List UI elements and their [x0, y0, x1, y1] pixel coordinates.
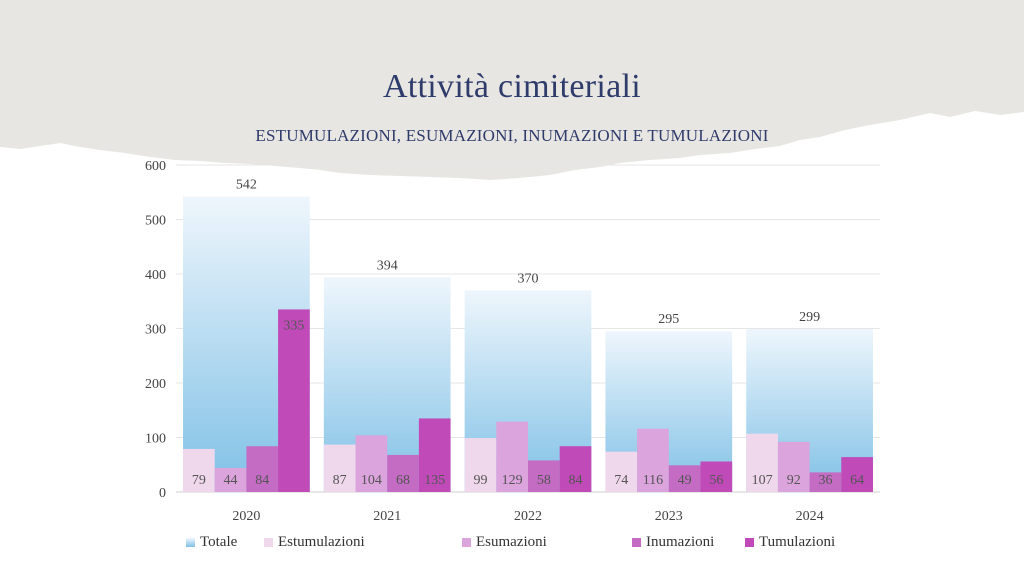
legend-label: Esumazioni: [476, 534, 547, 550]
chart-title: Attività cimiteriali: [382, 68, 642, 105]
data-label-inumazioni: 36: [818, 473, 832, 488]
bar-tumulazioni: [418, 418, 451, 492]
data-label-esumazioni: 44: [224, 473, 238, 488]
bar-tumulazioni: [559, 446, 592, 492]
bar-esumazioni: [496, 421, 528, 492]
y-tick-label: 200: [145, 377, 166, 392]
x-tick-label: 2021: [373, 509, 401, 524]
y-tick-label: 600: [145, 159, 166, 174]
data-label-totale: 394: [377, 258, 398, 273]
data-label-tumulazioni: 56: [709, 473, 723, 488]
legend-swatch: [745, 538, 754, 547]
data-label-tumulazioni: 335: [283, 318, 304, 333]
x-tick-label: 2020: [232, 509, 260, 524]
y-tick-label: 300: [145, 323, 166, 338]
data-label-inumazioni: 84: [255, 473, 269, 488]
data-label-estumulazioni: 79: [192, 473, 206, 488]
legend-item-inumazioni: Inumazioni: [632, 534, 714, 551]
legend-item-esumazioni: Esumazioni: [462, 534, 547, 551]
bar-tumulazioni: [841, 457, 873, 492]
data-label-inumazioni: 68: [396, 473, 410, 488]
x-tick-label: 2024: [796, 509, 824, 524]
data-label-tumulazioni: 84: [569, 473, 583, 488]
bar-tumulazioni: [700, 461, 733, 492]
bar-estumulazioni: [464, 438, 497, 492]
data-label-esumazioni: 129: [502, 473, 523, 488]
bar-estumulazioni: [323, 444, 356, 492]
bar-estumulazioni: [183, 448, 215, 492]
data-label-inumazioni: 58: [537, 473, 551, 488]
data-label-tumulazioni: 135: [424, 473, 445, 488]
data-label-totale: 299: [799, 310, 820, 325]
bar-estumulazioni: [605, 451, 638, 492]
data-label-estumulazioni: 107: [752, 473, 773, 488]
y-tick-label: 0: [159, 486, 166, 501]
x-tick-label: 2023: [655, 509, 683, 524]
legend-item-totale: Totale: [186, 534, 237, 551]
x-tick-label: 2022: [514, 509, 542, 524]
data-label-inumazioni: 49: [678, 473, 692, 488]
bar-esumazioni: [214, 468, 247, 492]
legend-swatch: [186, 538, 195, 547]
data-label-totale: 542: [236, 178, 257, 193]
legend-label: Estumulazioni: [278, 534, 365, 550]
legend-swatch: [632, 538, 641, 547]
legend-item-tumulazioni: Tumulazioni: [745, 534, 835, 551]
bar-estumulazioni: [746, 433, 778, 492]
data-label-esumazioni: 116: [643, 473, 663, 488]
legend-label: Inumazioni: [646, 534, 715, 550]
data-label-tumulazioni: 64: [850, 473, 864, 488]
bar-inumazioni: [246, 446, 279, 492]
data-label-totale: 370: [518, 271, 539, 286]
bar-inumazioni: [809, 472, 842, 492]
legend-swatch: [462, 538, 471, 547]
bar-inumazioni: [668, 465, 701, 492]
data-label-esumazioni: 92: [787, 473, 801, 488]
data-label-esumazioni: 104: [361, 473, 382, 488]
chart-legend: Totale Estumulazioni Esumazioni Inumazioni T…: [0, 534, 1024, 556]
bar-tumulazioni: [278, 309, 310, 492]
chart-subtitle: ESTUMULAZIONI, ESUMAZIONI, INUMAZIONI E …: [255, 126, 769, 145]
data-label-estumulazioni: 87: [333, 473, 347, 488]
bar-inumazioni: [387, 454, 419, 492]
legend-item-estumulazioni: Estumulazioni: [264, 534, 365, 551]
y-tick-label: 400: [145, 268, 166, 283]
y-tick-label: 100: [145, 432, 166, 447]
legend-label: Tumulazioni: [759, 534, 836, 550]
bar-esumazioni: [355, 435, 388, 492]
legend-swatch: [264, 538, 273, 547]
bar-esumazioni: [637, 428, 669, 492]
bar-inumazioni: [528, 460, 560, 492]
bar-esumazioni: [777, 441, 810, 492]
data-label-totale: 295: [658, 312, 679, 327]
y-tick-label: 500: [145, 214, 166, 229]
data-label-estumulazioni: 74: [614, 473, 628, 488]
legend-label: Totale: [200, 534, 238, 550]
data-label-estumulazioni: 99: [473, 473, 487, 488]
